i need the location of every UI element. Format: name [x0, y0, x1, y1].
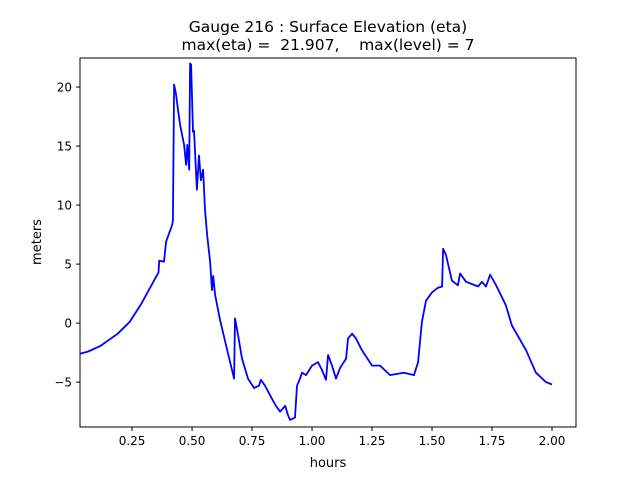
y-tick-label: −5	[54, 376, 72, 390]
y-tick-label: 20	[57, 81, 72, 95]
y-tick-label: 0	[64, 317, 72, 331]
y-tick-label: 10	[57, 199, 72, 213]
axes-frame	[79, 57, 577, 428]
x-axis: 0.25 0.50 0.75 1.00 1.25 1.50 1.75 2.00	[119, 427, 566, 448]
y-tick-label: 15	[57, 140, 72, 154]
y-axis-label: meters	[30, 219, 45, 265]
x-tick-label: 0.50	[179, 434, 206, 448]
series-line-eta	[79, 62, 553, 421]
x-tick-label: 0.75	[239, 434, 266, 448]
x-tick-label: 1.00	[299, 434, 326, 448]
x-tick-label: 1.25	[359, 434, 386, 448]
y-tick-label: 5	[64, 258, 72, 272]
y-axis: −5 0 5 10 15 20	[54, 81, 80, 390]
chart-subtitle: max(eta) = 21.907, max(level) = 7	[181, 36, 474, 54]
x-axis-label: hours	[310, 456, 347, 471]
plot-area	[79, 62, 553, 421]
x-tick-label: 1.50	[419, 434, 446, 448]
x-tick-label: 2.00	[539, 434, 566, 448]
x-tick-label: 1.75	[479, 434, 506, 448]
chart-title: Gauge 216 : Surface Elevation (eta)	[189, 18, 467, 36]
x-tick-label: 0.25	[119, 434, 146, 448]
